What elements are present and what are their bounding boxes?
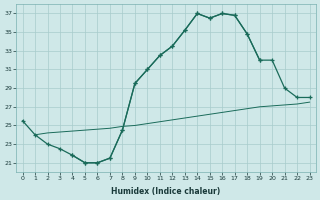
X-axis label: Humidex (Indice chaleur): Humidex (Indice chaleur) xyxy=(111,187,221,196)
